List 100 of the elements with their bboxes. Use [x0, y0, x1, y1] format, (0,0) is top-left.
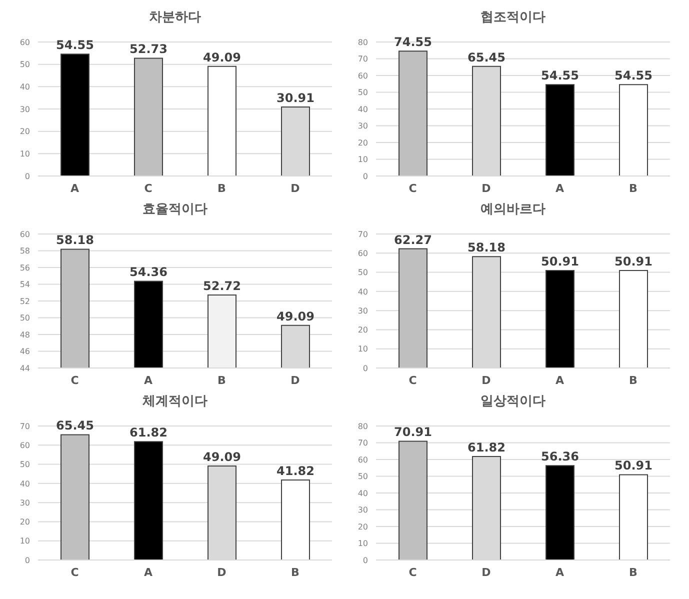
y-tick-label: 30	[20, 498, 30, 508]
x-tick-label: A	[555, 374, 564, 387]
y-tick-label: 20	[20, 518, 30, 527]
y-tick-label: 0	[362, 364, 368, 373]
y-tick-label: 50	[358, 88, 368, 98]
y-tick-label: 30	[20, 104, 30, 114]
data-label: 50.91	[614, 458, 652, 473]
y-tick-label: 48	[20, 330, 30, 340]
y-tick-label: 50	[20, 314, 30, 323]
x-tick-label: A	[144, 566, 153, 579]
bar	[619, 474, 648, 560]
y-tick-label: 56	[20, 263, 30, 272]
data-label: 74.55	[394, 35, 432, 50]
y-tick-label: 30	[358, 122, 368, 131]
data-label: 61.82	[468, 440, 506, 454]
data-label: 50.91	[614, 254, 652, 269]
y-tick-label: 60	[358, 248, 368, 258]
bar	[208, 66, 236, 176]
bar	[60, 54, 90, 176]
x-tick-label: B	[218, 182, 226, 195]
y-tick-label: 44	[20, 364, 30, 373]
x-tick-label: C	[408, 374, 417, 387]
bar	[398, 248, 428, 368]
x-tick-label: C	[70, 374, 79, 387]
y-tick-label: 60	[358, 455, 368, 464]
data-label: 49.09	[203, 450, 241, 464]
x-tick-label: C	[144, 182, 152, 195]
y-tick-label: 30	[358, 506, 368, 515]
y-tick-label: 40	[358, 488, 368, 498]
y-tick-label: 60	[20, 230, 30, 239]
x-tick-label: A	[555, 182, 564, 195]
data-label: 65.45	[468, 50, 506, 64]
y-tick-label: 40	[358, 287, 368, 296]
data-label: 49.09	[276, 309, 314, 324]
x-tick-label: C	[408, 182, 417, 195]
y-tick-label: 70	[20, 422, 30, 431]
bar	[546, 84, 574, 176]
y-tick-label: 40	[20, 479, 30, 488]
x-tick-label: B	[629, 374, 638, 387]
x-tick-label: B	[629, 566, 638, 579]
y-tick-label: 10	[20, 536, 30, 546]
y-tick-label: 0	[362, 172, 368, 181]
bar	[281, 479, 310, 560]
x-tick-label: A	[144, 374, 153, 387]
y-tick-label: 80	[358, 422, 368, 431]
y-tick-label: 0	[24, 556, 30, 565]
bar	[60, 434, 90, 560]
bar	[398, 440, 428, 560]
x-tick-label: A	[70, 182, 80, 195]
y-tick-label: 20	[358, 522, 368, 532]
chart-title: 차분하다	[148, 9, 202, 26]
x-tick-label: C	[70, 566, 79, 579]
y-tick-label: 10	[358, 539, 368, 548]
x-tick-label: A	[555, 566, 564, 579]
x-tick-label: D	[482, 566, 491, 579]
x-tick-label: B	[218, 374, 226, 387]
y-tick-label: 10	[20, 150, 30, 159]
data-label: 58.18	[468, 240, 506, 255]
y-tick-label: 10	[358, 155, 368, 164]
data-label: 65.45	[56, 418, 94, 433]
chart-title: 예의바르다	[480, 201, 546, 218]
chart-title: 체계적이다	[142, 393, 208, 410]
data-label: 30.91	[276, 90, 314, 105]
x-tick-label: B	[291, 566, 300, 579]
x-tick-label: D	[290, 182, 300, 195]
data-label: 54.55	[541, 68, 579, 83]
y-tick-label: 50	[20, 60, 30, 70]
y-tick-label: 60	[20, 440, 30, 450]
y-tick-label: 70	[358, 438, 368, 448]
data-label: 54.36	[130, 265, 168, 280]
y-tick-label: 70	[358, 54, 368, 64]
data-label: 62.27	[394, 232, 432, 247]
y-tick-label: 58	[20, 246, 30, 256]
y-tick-label: 52	[20, 296, 30, 306]
x-tick-label: D	[482, 374, 491, 387]
data-label: 49.09	[203, 50, 241, 64]
y-tick-label: 54	[20, 280, 30, 290]
x-tick-label: C	[408, 566, 417, 579]
y-tick-label: 60	[20, 38, 30, 47]
data-label: 70.91	[394, 425, 432, 440]
data-label: 50.91	[541, 254, 579, 269]
y-tick-label: 40	[358, 104, 368, 114]
bar	[398, 50, 428, 176]
data-label: 41.82	[276, 464, 314, 478]
x-tick-label: D	[482, 182, 491, 195]
y-tick-label: 20	[358, 138, 368, 148]
data-label: 52.72	[203, 278, 241, 293]
y-tick-label: 20	[358, 326, 368, 335]
y-tick-label: 50	[358, 268, 368, 278]
x-tick-label: D	[217, 566, 226, 579]
data-label: 54.55	[614, 68, 652, 83]
x-tick-label: D	[290, 374, 300, 387]
bar	[546, 270, 574, 368]
data-label: 61.82	[130, 426, 168, 440]
y-tick-label: 20	[20, 127, 30, 136]
x-tick-label: B	[629, 182, 638, 195]
bar	[134, 441, 163, 560]
bar	[546, 465, 574, 560]
y-tick-label: 60	[358, 71, 368, 80]
y-tick-label: 80	[358, 38, 368, 47]
